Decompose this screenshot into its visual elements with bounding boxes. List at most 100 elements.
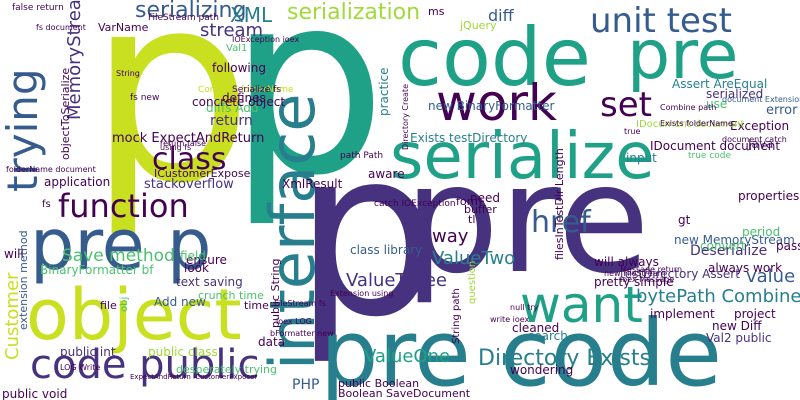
- word: path Path: [340, 151, 384, 161]
- word: work: [436, 74, 557, 132]
- word: error: [766, 103, 798, 118]
- word: wondering: [510, 363, 574, 377]
- word: filesInTestDir Length: [553, 148, 566, 260]
- word: time: [244, 299, 269, 312]
- word: public Boolean: [338, 377, 420, 390]
- word: buffer: [464, 203, 497, 216]
- word: will: [4, 247, 24, 261]
- word: Java: [748, 137, 774, 151]
- word: Combine folderName: [198, 85, 294, 95]
- word: mock ExpectAndReturn: [112, 131, 265, 146]
- word: want: [520, 276, 643, 334]
- word: ms: [428, 5, 445, 18]
- word: tl: [468, 213, 476, 226]
- word: serialized: [706, 87, 764, 101]
- word: pre p: [30, 204, 212, 286]
- word: catch IOException: [374, 199, 456, 209]
- word: ValueTwo: [432, 248, 516, 269]
- word: diff: [488, 6, 514, 25]
- word: convert: [700, 239, 746, 253]
- word: pre: [627, 16, 739, 95]
- word: use: [706, 97, 728, 111]
- word: Assert AreEqual: [672, 77, 768, 91]
- word: public class: [148, 345, 218, 359]
- word: IDocument document: [650, 139, 781, 153]
- word: gt: [678, 213, 691, 227]
- word: aware: [368, 167, 405, 181]
- word: concrete object: [192, 95, 286, 109]
- word: look: [184, 261, 209, 275]
- word: serializing: [135, 0, 247, 23]
- word: fs document: [36, 23, 86, 32]
- word: Directory Create: [401, 84, 410, 150]
- word: ValueThree: [346, 270, 447, 291]
- word: Exists folderName: [660, 119, 733, 128]
- word: field: [180, 249, 206, 263]
- word: function: [58, 187, 189, 225]
- word: Val2 public: [706, 331, 772, 345]
- word: text saving: [176, 275, 243, 289]
- word: true code: [688, 151, 732, 161]
- word: false return: [12, 3, 64, 13]
- word: ExpectAndReturn ICustomerExposer: [130, 373, 258, 381]
- word: String: [116, 69, 140, 78]
- word: Directory Exists: [478, 346, 651, 371]
- word: Message return: [620, 265, 683, 274]
- word: class: [152, 142, 227, 177]
- word: document catch: [722, 135, 787, 144]
- word: search: [528, 329, 568, 343]
- word: new MemoryStream: [674, 233, 795, 247]
- word: Boolean SaveDocument: [338, 387, 471, 400]
- word: pass: [776, 239, 800, 253]
- word: Save method: [62, 246, 175, 266]
- word: ValueOne: [364, 346, 451, 367]
- word: IOException ioex: [232, 35, 300, 44]
- word: desperately trying: [176, 363, 277, 376]
- word: ensure: [186, 253, 227, 267]
- word: will always: [594, 255, 659, 269]
- word: period: [742, 225, 781, 239]
- word: bytePath Combine: [636, 286, 800, 307]
- word: objectToSerialize: [59, 67, 72, 160]
- word: p: [88, 0, 254, 241]
- word: need: [470, 191, 500, 205]
- word: return: [210, 113, 253, 129]
- word: properties: [738, 189, 800, 203]
- word: project: [734, 307, 776, 321]
- word: implement: [650, 307, 715, 321]
- word: obj: [119, 296, 130, 312]
- word: extension method: [17, 230, 30, 330]
- word: XML: [230, 3, 273, 27]
- word: pretty simple: [594, 275, 674, 289]
- word: Exception: [730, 119, 790, 133]
- word: return false: [160, 139, 207, 148]
- word: using fs: [160, 143, 192, 152]
- word: new BinaryFormatter: [428, 99, 555, 113]
- word: XmlResult: [282, 177, 343, 191]
- word: data: [258, 335, 286, 349]
- word: Val1: [226, 43, 248, 54]
- word: object: [26, 274, 242, 356]
- word: unit test: [590, 1, 732, 41]
- word: p: [294, 101, 440, 368]
- word: stream: [200, 20, 264, 41]
- word: question: [467, 260, 478, 304]
- word: way: [432, 226, 469, 247]
- word: file: [100, 299, 117, 312]
- word: FileStream fs: [274, 299, 326, 308]
- word: p: [228, 0, 387, 230]
- word: fs: [42, 199, 51, 210]
- word: serialize: [390, 120, 655, 194]
- word: set: [600, 85, 652, 125]
- word: Exists testDirectory: [410, 131, 528, 145]
- word: Serialize fs: [232, 85, 281, 95]
- word: null try: [510, 303, 539, 312]
- word: new Diff: [712, 319, 762, 333]
- word: following: [212, 61, 266, 75]
- word: class library: [350, 243, 423, 257]
- word: jQuery: [460, 19, 497, 32]
- word: pre code: [320, 300, 722, 400]
- word: form: [456, 195, 482, 208]
- word: VarName: [98, 21, 149, 34]
